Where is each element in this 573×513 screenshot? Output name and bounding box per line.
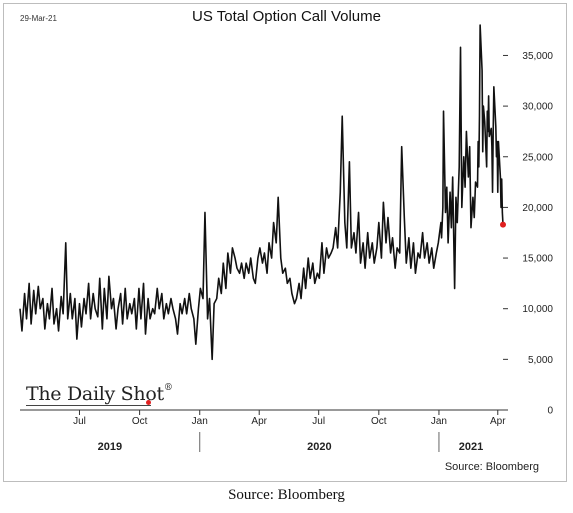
last-value-marker: [500, 221, 506, 228]
logo-text: The Daily Shot: [26, 383, 164, 405]
logo-underline: [26, 405, 151, 406]
x-tick-label: Apr: [490, 416, 506, 427]
x-tick-label: Jul: [73, 416, 86, 427]
chart-title: US Total Option Call Volume: [192, 8, 381, 25]
y-tick-label: 20,000: [522, 203, 553, 214]
logo-red-dot: [146, 400, 151, 405]
registered-mark: ®: [163, 383, 173, 393]
x-tick-label: Jan: [192, 416, 208, 427]
date-stamp: 29-Mar-21: [20, 14, 57, 23]
y-tick-label: 10,000: [522, 304, 553, 315]
y-tick-label: 15,000: [522, 254, 553, 265]
chart-frame: [3, 3, 567, 482]
chart-source-note: Source: Bloomberg: [444, 461, 539, 473]
year-label: 2021: [459, 441, 483, 453]
y-tick-label: 30,000: [522, 102, 553, 113]
y-tick-label: 25,000: [522, 152, 553, 163]
year-label: 2020: [307, 441, 331, 453]
x-tick-label: Oct: [132, 416, 148, 427]
y-tick-label: 0: [547, 406, 553, 417]
series-line: [19, 24, 504, 361]
x-tick-label: Apr: [251, 416, 267, 427]
y-tick-label: 5,000: [528, 355, 553, 366]
y-tick-label: 35,000: [522, 51, 553, 62]
x-tick-label: Jan: [431, 416, 447, 427]
source-caption: Source: Bloomberg: [228, 487, 345, 503]
x-tick-label: Oct: [371, 416, 387, 427]
daily-shot-logo: The Daily Shot®: [26, 383, 173, 405]
year-label: 2019: [98, 441, 122, 453]
x-tick-label: Jul: [312, 416, 325, 427]
